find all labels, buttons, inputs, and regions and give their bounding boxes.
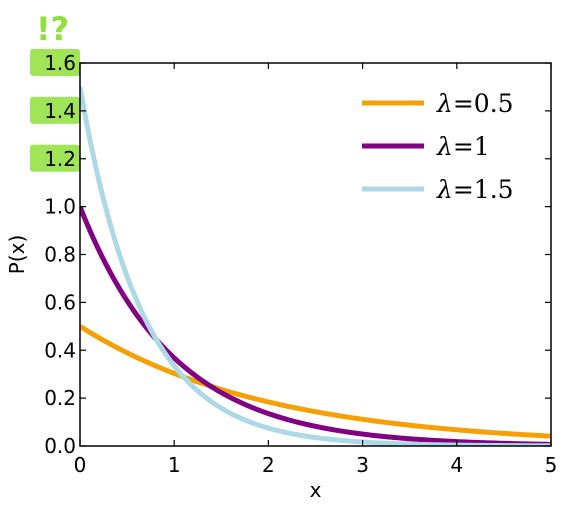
legend-lambda-value: =1.5 xyxy=(453,175,514,204)
y-tick-label: 0.0 xyxy=(44,434,76,458)
x-tick-label: 1 xyxy=(168,453,181,477)
x-tick-label: 3 xyxy=(356,453,369,477)
x-tick-label: 0 xyxy=(74,453,87,477)
handwritten-annotation: !? xyxy=(36,10,69,48)
y-tick-label: 0.8 xyxy=(44,243,76,267)
x-tick-label: 2 xyxy=(262,453,275,477)
tick-labels: 0 1 2 3 4 5 0.0 0.2 0.4 0.6 0.8 1.0 1.2 1.4 1.6 xyxy=(44,51,557,477)
x-tick-label: 4 xyxy=(450,453,463,477)
legend-lambda-value: =0.5 xyxy=(453,89,514,118)
y-axis-label: P(x) xyxy=(5,235,29,275)
legend-entry-3: λ=1.5 xyxy=(436,175,514,204)
axis-ticks xyxy=(79,62,552,447)
y-tick-label: 1.0 xyxy=(44,195,76,219)
legend-lambda-value: =1 xyxy=(453,132,490,161)
plot-frame xyxy=(79,62,552,447)
x-tick-label: 5 xyxy=(545,453,558,477)
y-tick-label: 1.4 xyxy=(44,99,76,123)
legend-lambda-symbol: λ xyxy=(436,175,453,204)
y-tick-label: 0.2 xyxy=(44,386,76,410)
tick-highlight-marker xyxy=(30,144,80,172)
series-line-1 xyxy=(80,324,551,439)
tick-highlights xyxy=(30,49,80,172)
legend-entry-1: λ=0.5 xyxy=(436,89,514,118)
legend: λ=0.5λ=1λ=1.5 xyxy=(362,89,514,204)
y-tick-label: 0.4 xyxy=(44,338,76,362)
y-tick-label: 0.6 xyxy=(44,290,76,314)
y-tick-label: 1.6 xyxy=(44,51,76,75)
tick-highlight-marker xyxy=(30,49,80,76)
legend-lambda-symbol: λ xyxy=(436,132,453,161)
legend-entry-2: λ=1 xyxy=(436,132,490,161)
y-tick-label: 1.2 xyxy=(44,147,76,171)
tick-highlight-marker xyxy=(30,96,80,124)
x-axis-label: x xyxy=(310,478,322,502)
legend-lambda-symbol: λ xyxy=(436,89,453,118)
